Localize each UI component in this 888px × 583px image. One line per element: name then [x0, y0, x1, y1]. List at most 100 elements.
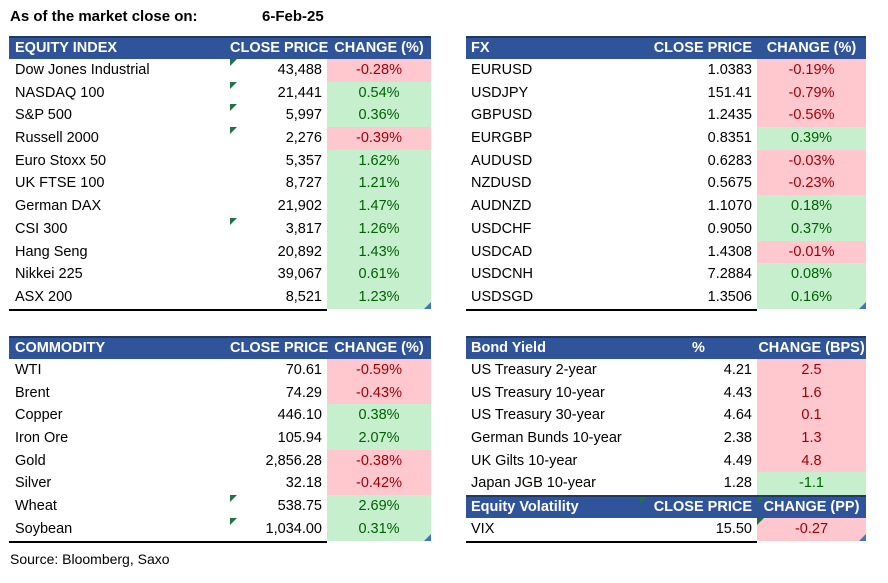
- bond-name-cell[interactable]: US Treasury 30-year: [471, 407, 605, 424]
- equity-header-change[interactable]: CHANGE (%): [334, 40, 424, 56]
- fx-price-cell[interactable]: 0.9050: [707, 220, 752, 237]
- fx-change-cell[interactable]: -0.23%: [757, 172, 866, 196]
- bond-price-cell[interactable]: 4.64: [723, 407, 752, 424]
- equity-change-cell[interactable]: 1.43%: [327, 240, 431, 264]
- bond-price-cell[interactable]: 4.49: [723, 452, 752, 469]
- equity-name-cell[interactable]: NASDAQ 100: [15, 84, 105, 101]
- bond-change-cell[interactable]: 1.6: [757, 381, 866, 405]
- bond-change-cell[interactable]: 2.5: [757, 359, 866, 382]
- bond-change-cell[interactable]: 1.3: [757, 427, 866, 450]
- fx-change-cell[interactable]: 0.18%: [757, 195, 866, 218]
- equity-name-cell[interactable]: Russell 2000: [15, 130, 99, 147]
- volatility-name-cell[interactable]: VIX: [471, 521, 495, 537]
- equity-change-cell[interactable]: 1.62%: [327, 149, 431, 173]
- commodity-price-cell[interactable]: 32.18: [285, 475, 322, 492]
- equity-header-name[interactable]: EQUITY INDEX: [15, 40, 118, 56]
- fx-price-cell[interactable]: 0.6283: [707, 152, 752, 169]
- equity-price-cell[interactable]: 39,067: [277, 266, 322, 283]
- fx-price-cell[interactable]: 1.2435: [707, 107, 752, 124]
- fx-name-cell[interactable]: AUDUSD: [471, 152, 533, 169]
- equity-name-cell[interactable]: Nikkei 225: [15, 266, 83, 283]
- equity-price-cell[interactable]: 5,997: [230, 104, 327, 127]
- equity-price-cell[interactable]: 2,276: [230, 127, 327, 150]
- fx-header-name[interactable]: FX: [471, 40, 490, 56]
- bond-header-change[interactable]: CHANGE (BPS): [758, 340, 865, 356]
- commodity-change-cell[interactable]: -0.59%: [327, 359, 431, 382]
- equity-name-cell[interactable]: Dow Jones Industrial: [15, 62, 150, 78]
- equity-price-cell[interactable]: 8,521: [285, 288, 322, 305]
- bond-header-price[interactable]: %: [692, 340, 705, 356]
- fx-name-cell[interactable]: GBPUSD: [471, 107, 533, 124]
- equity-price-cell[interactable]: 43,488: [230, 59, 327, 82]
- fx-header-change[interactable]: CHANGE (%): [766, 40, 857, 56]
- commodity-change-cell[interactable]: -0.42%: [327, 472, 431, 496]
- equity-change-cell[interactable]: 1.23%: [327, 285, 431, 309]
- fx-name-cell[interactable]: EURUSD: [471, 62, 533, 78]
- fx-price-cell[interactable]: 7.2884: [707, 266, 752, 283]
- fx-price-cell[interactable]: 151.41: [707, 84, 752, 101]
- fx-price-cell[interactable]: 0.5675: [707, 175, 752, 192]
- fx-change-cell[interactable]: -0.79%: [757, 81, 866, 105]
- commodity-price-cell[interactable]: 105.94: [277, 430, 322, 447]
- bond-name-cell[interactable]: German Bunds 10-year: [471, 430, 622, 447]
- commodity-change-cell[interactable]: 0.38%: [327, 404, 431, 428]
- commodity-price-cell[interactable]: 446.10: [277, 407, 322, 424]
- equity-name-cell[interactable]: UK FTSE 100: [15, 175, 105, 192]
- fx-price-cell[interactable]: 1.4308: [707, 243, 752, 260]
- commodity-name-cell[interactable]: Soybean: [15, 520, 73, 537]
- equity-change-cell[interactable]: 0.36%: [327, 104, 431, 128]
- commodity-price-cell[interactable]: 538.75: [230, 495, 327, 518]
- fx-name-cell[interactable]: NZDUSD: [471, 175, 532, 192]
- equity-change-cell[interactable]: -0.39%: [327, 127, 431, 150]
- volatility-header-change[interactable]: CHANGE (PP): [757, 497, 866, 518]
- fx-change-cell[interactable]: -0.01%: [757, 240, 866, 264]
- equity-change-cell[interactable]: 0.61%: [327, 263, 431, 286]
- fx-price-cell[interactable]: 1.1070: [707, 198, 752, 215]
- bond-price-cell[interactable]: 4.21: [723, 362, 752, 378]
- equity-name-cell[interactable]: Hang Seng: [15, 243, 88, 260]
- fx-price-cell[interactable]: 1.0383: [707, 62, 752, 78]
- fx-name-cell[interactable]: AUDNZD: [471, 198, 532, 215]
- commodity-name-cell[interactable]: WTI: [15, 362, 42, 378]
- commodity-header-change[interactable]: CHANGE (%): [334, 340, 424, 356]
- bond-header-name[interactable]: Bond Yield: [471, 340, 546, 356]
- commodity-name-cell[interactable]: Iron Ore: [15, 430, 69, 447]
- commodity-price-cell[interactable]: 1,034.00: [230, 517, 327, 541]
- volatility-price-cell[interactable]: 15.50: [715, 521, 752, 537]
- bond-price-cell[interactable]: 1.28: [723, 475, 752, 492]
- equity-price-cell[interactable]: 8,727: [285, 175, 322, 192]
- equity-change-cell[interactable]: 0.54%: [327, 81, 431, 105]
- equity-price-cell[interactable]: 21,902: [277, 198, 322, 215]
- volatility-change-cell[interactable]: -0.27: [757, 518, 866, 541]
- equity-price-cell[interactable]: 3,817: [230, 217, 327, 241]
- equity-change-cell[interactable]: 1.47%: [327, 195, 431, 218]
- bond-change-cell[interactable]: 4.8: [757, 449, 866, 473]
- bond-price-cell[interactable]: 2.38: [723, 430, 752, 447]
- fx-price-cell[interactable]: 0.8351: [707, 130, 752, 147]
- commodity-name-cell[interactable]: Silver: [15, 475, 52, 492]
- equity-name-cell[interactable]: CSI 300: [15, 220, 68, 237]
- commodity-name-cell[interactable]: Brent: [15, 384, 50, 401]
- fx-change-cell[interactable]: 0.39%: [757, 127, 866, 150]
- equity-price-cell[interactable]: 5,357: [285, 152, 322, 169]
- fx-change-cell[interactable]: -0.19%: [757, 59, 866, 82]
- equity-price-cell[interactable]: 21,441: [230, 81, 327, 105]
- equity-change-cell[interactable]: 1.21%: [327, 172, 431, 196]
- equity-header-price[interactable]: CLOSE PRICE: [230, 40, 329, 56]
- bond-name-cell[interactable]: UK Gilts 10-year: [471, 452, 578, 469]
- as-of-label[interactable]: As of the market close on:: [10, 8, 198, 25]
- equity-change-cell[interactable]: 1.26%: [327, 217, 431, 241]
- fx-name-cell[interactable]: USDCNH: [471, 266, 534, 283]
- source-note[interactable]: Source: Bloomberg, Saxo: [10, 551, 170, 567]
- equity-name-cell[interactable]: S&P 500: [15, 107, 72, 124]
- commodity-price-cell[interactable]: 70.61: [285, 362, 322, 378]
- fx-price-cell[interactable]: 1.3506: [707, 288, 752, 305]
- commodity-name-cell[interactable]: Wheat: [15, 498, 57, 515]
- commodity-header-name[interactable]: COMMODITY: [15, 340, 106, 356]
- bond-change-cell[interactable]: -1.1: [757, 472, 866, 496]
- bond-name-cell[interactable]: US Treasury 10-year: [471, 384, 605, 401]
- fx-change-cell[interactable]: 0.16%: [757, 285, 866, 309]
- commodity-change-cell[interactable]: 2.69%: [327, 495, 431, 518]
- commodity-price-cell[interactable]: 2,856.28: [265, 452, 322, 469]
- fx-change-cell[interactable]: -0.56%: [757, 104, 866, 128]
